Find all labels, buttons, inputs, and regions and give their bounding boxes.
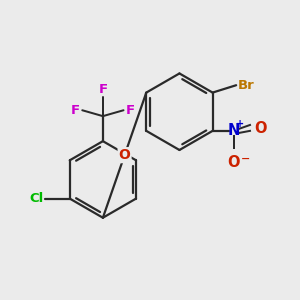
Text: +: +: [236, 119, 244, 129]
Text: O: O: [254, 121, 267, 136]
Text: F: F: [98, 82, 107, 95]
Text: −: −: [241, 154, 250, 164]
Text: F: F: [71, 104, 80, 117]
Text: O: O: [227, 155, 240, 170]
Text: O: O: [119, 148, 130, 162]
Text: F: F: [126, 104, 135, 117]
Text: N: N: [228, 123, 240, 138]
Text: Br: Br: [238, 79, 254, 92]
Text: Cl: Cl: [29, 192, 43, 205]
